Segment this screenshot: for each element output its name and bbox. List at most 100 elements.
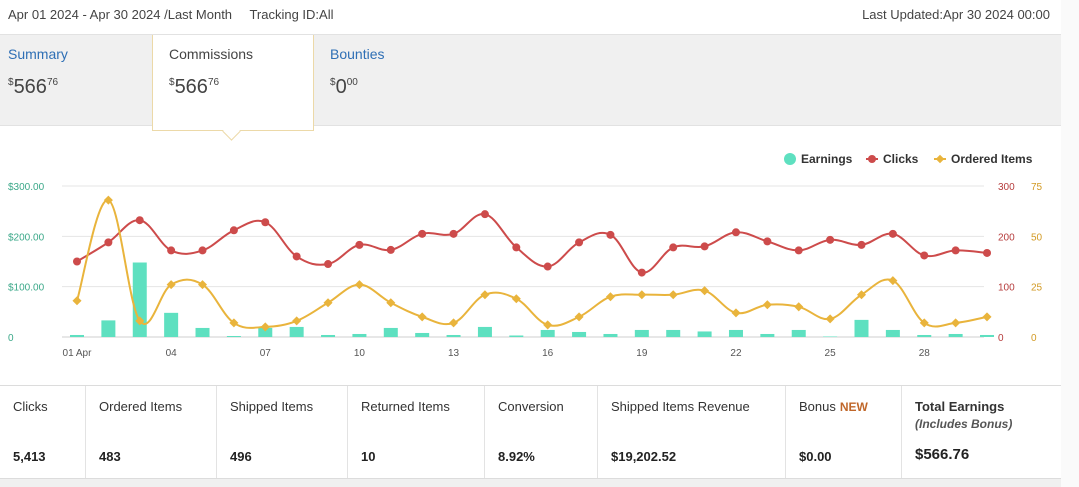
earnings-bar [258,327,273,337]
tab-bounties-label[interactable]: Bounties [330,46,385,62]
ordered-items-point [700,286,710,296]
clicks-point [951,246,960,255]
earnings-bar [666,329,681,337]
stat-conversion-value: 8.92% [498,449,535,464]
earnings-bar [164,312,179,337]
earnings-bar [226,335,241,337]
clicks-point [449,229,458,238]
stat-bonus: Bonus NEW $0.00 [786,386,902,478]
tab-summary[interactable]: Summary $56676 [0,35,152,125]
ordered-items-point [135,316,145,326]
ordered-items-point [825,314,835,324]
ordered-items-point [574,312,584,322]
legend-label[interactable]: Earnings [801,152,853,166]
right-axis2-tick-label: 50 [1031,232,1043,243]
tab-commissions-label[interactable]: Commissions [169,46,254,62]
clicks-point [355,240,364,249]
earnings-legend-icon [784,153,796,165]
earnings-bar [289,326,304,337]
earnings-bar [980,334,995,337]
clicks-point [731,228,740,237]
earnings-bar [697,331,712,337]
tab-bounties-value: $000 [330,76,358,98]
clicks-point [418,229,427,238]
ordered-items-point [794,302,804,312]
stat-total-earnings: Total Earnings (Includes Bonus) $566.76 [902,386,1061,478]
earnings-bar [885,329,900,337]
legend-label[interactable]: Ordered Items [951,152,1033,166]
clicks-point [543,262,552,271]
earnings-bar [634,329,649,337]
earnings-bar [948,333,963,337]
x-axis-tick-label: 19 [636,348,648,359]
clicks-point [700,242,709,251]
right-axis-tick-label: 0 [998,333,1004,344]
earnings-bar [854,319,869,337]
legend-label[interactable]: Clicks [883,152,919,166]
ordered-items-point [762,300,772,310]
clicks-point [73,257,81,266]
report-header: Apr 01 2024 - Apr 30 2024 /Last Month Tr… [0,0,1061,34]
earnings-bar [823,336,838,337]
earnings-bar [540,329,555,337]
page-scrollbar[interactable] [1061,0,1079,487]
ordered-items-point [449,318,459,328]
earnings-tabs: Summary $56676 Commissions $56676 Bounti… [0,34,1061,141]
x-axis-tick-label: 07 [260,348,272,359]
right-axis-tick-label: 200 [998,232,1015,243]
earnings-bar [603,333,618,337]
ordered-items-point [72,296,82,306]
clicks-point [229,226,238,235]
ordered-items-point [103,195,113,205]
earnings-bar [352,333,367,337]
clicks-point [135,216,144,225]
x-axis-tick-label: 28 [919,348,931,359]
tab-bounties[interactable]: Bounties $000 [322,35,472,125]
x-axis-tick-label: 16 [542,348,554,359]
clicks-point [198,246,207,255]
earnings-bar [101,320,116,337]
clicks-point [386,245,395,254]
tracking-id-label[interactable]: Tracking ID:All [249,7,334,22]
ordered-items-point [354,280,364,290]
clicks-point [669,243,678,252]
new-badge: NEW [839,400,868,414]
clicks-point [637,268,646,277]
earnings-bar [572,331,587,337]
ordered-items-point [166,280,176,290]
earnings-bar [321,334,336,337]
stat-shipped-revenue-label: Shipped Items Revenue [611,399,750,414]
earnings-bar [728,329,743,337]
stat-conversion-label: Conversion [498,399,564,414]
right-axis-tick-label: 300 [998,182,1015,193]
ordered-items-point [417,312,427,322]
x-axis-tick-label: 25 [825,348,837,359]
stat-conversion: Conversion 8.92% [485,386,598,478]
clicks-point [826,235,835,244]
clicks-point [324,260,333,269]
earnings-bar [509,335,524,337]
clicks-point [983,248,992,257]
date-range-label[interactable]: Apr 01 2024 - Apr 30 2024 /Last Month [8,7,233,22]
ordered-items-point [982,312,992,322]
stat-ordered-items-label: Ordered Items [99,399,183,414]
clicks-point [575,238,584,247]
earnings-chart: $300.00 300 75 $200.00 200 50 $100.00 100 25 0 0 0 0… [8,152,1043,359]
stat-bonus-label: Bonus NEW [799,399,868,414]
stat-total-earnings-value: $566.76 [915,446,970,463]
earnings-chart-panel: $300.00 300 75 $200.00 200 50 $100.00 100 25 0 0 0 0… [0,125,1061,386]
x-axis-tick-label: 10 [354,348,366,359]
earnings-bar [415,332,430,337]
tab-commissions[interactable]: Commissions $56676 [152,35,314,141]
earnings-bar [791,329,806,337]
tab-summary-label[interactable]: Summary [8,46,68,62]
clicks-point [292,252,301,261]
clicks-point [857,240,866,249]
ordered-items-point [731,308,741,318]
x-axis-tick-label: 13 [448,348,460,359]
tab-summary-value: $56676 [8,76,59,98]
earnings-bar [132,262,147,337]
stat-shipped-items: Shipped Items 496 [217,386,348,478]
clicks-point [606,230,615,239]
ordered-items-point [919,318,929,328]
